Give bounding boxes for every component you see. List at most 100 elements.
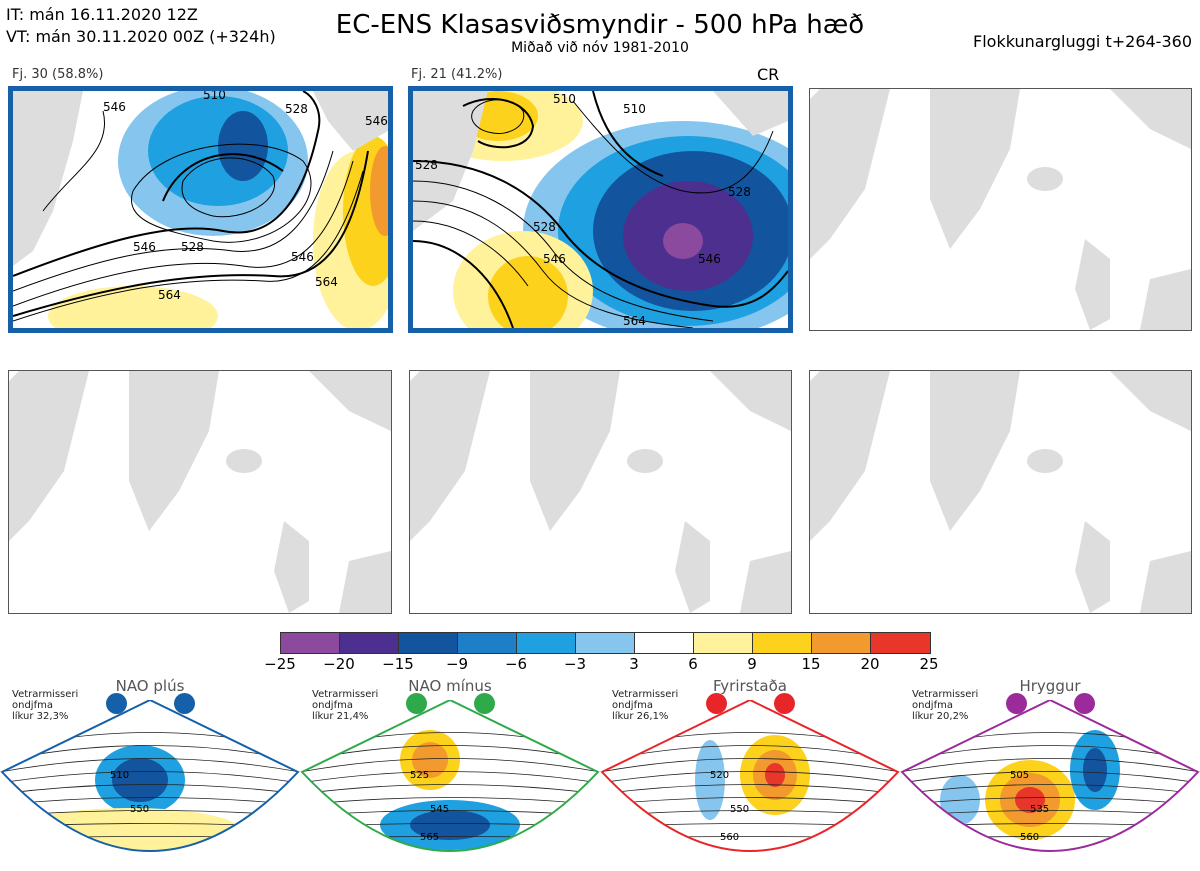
- regime-contour: [602, 784, 898, 795]
- regime-map-outline: [0, 700, 300, 852]
- regime-stat-line: ondjfma: [612, 700, 653, 711]
- contour-label: 510: [203, 91, 226, 102]
- regime-anomaly-area: [412, 742, 448, 778]
- regime-contour: [2, 784, 298, 795]
- legend-swatch: [517, 633, 576, 653]
- regime-title: Fyrirstaða: [713, 677, 787, 695]
- legend-swatch: [635, 633, 694, 653]
- regime-contour: [302, 784, 598, 795]
- legend-tick-label: 15: [801, 655, 821, 673]
- regime-contour-label: 565: [420, 832, 439, 843]
- regime-map: 510 550: [0, 700, 300, 852]
- legend-swatch: [576, 633, 635, 653]
- land-scandinavia: [309, 371, 391, 431]
- map-panel-6[interactable]: [809, 370, 1192, 614]
- map-panel-6-plot: [810, 371, 1191, 613]
- contour-label: 546: [365, 114, 388, 128]
- regime-contour: [902, 797, 1198, 806]
- map-panel-5-plot: [410, 371, 791, 613]
- land-europe: [1140, 551, 1191, 613]
- legend-tick-label: 25: [919, 655, 939, 673]
- regime-map: 525 545 565: [300, 700, 600, 852]
- legend-tick-label: 20: [860, 655, 880, 673]
- regime-marker-dot: [774, 693, 795, 714]
- map-panel-5[interactable]: [409, 370, 792, 614]
- regime-title: NAO mínus: [408, 677, 492, 695]
- regime-stat-line: ondjfma: [912, 700, 953, 711]
- regime-contour: [902, 771, 1198, 784]
- regime-contour-label: 520: [710, 770, 729, 781]
- contour-label: 510: [553, 92, 576, 106]
- contour-label: 528: [415, 158, 438, 172]
- contour-label: 564: [623, 314, 646, 328]
- contour-label: 510: [623, 102, 646, 116]
- legend-tick-label: −15: [382, 655, 414, 673]
- regime-map-outline: [600, 700, 900, 852]
- land-scandinavia: [1110, 371, 1191, 431]
- regime-stat-line: ondjfma: [12, 700, 53, 711]
- regime-stats: Vetrarmisseri ondjfma líkur 20,2%: [912, 689, 978, 722]
- regime-marker-dot: [174, 693, 195, 714]
- regime-contour-label: 510: [110, 770, 129, 781]
- regime-anomaly-area: [410, 810, 490, 840]
- regime-stats: Vetrarmisseri ondjfma líkur 21,4%: [312, 689, 378, 722]
- regime-contour: [602, 758, 898, 773]
- contour-label: 564: [158, 288, 181, 302]
- contour-label: 528: [181, 240, 204, 254]
- legend-swatch: [458, 633, 517, 653]
- regime-stats: Vetrarmisseri ondjfma líkur 26,1%: [612, 689, 678, 722]
- land-scandinavia: [710, 371, 791, 431]
- regime-contour: [2, 758, 298, 773]
- contour-label: 564: [315, 275, 338, 289]
- contour-label: 546: [543, 252, 566, 266]
- land-britain: [274, 521, 309, 613]
- map-panel-3[interactable]: [809, 88, 1192, 331]
- legend-swatch: [753, 633, 812, 653]
- contour-label: 528: [285, 102, 308, 116]
- land-greenland: [930, 89, 1020, 249]
- regime-anomaly-area: [112, 758, 168, 802]
- contour-label: 528: [728, 185, 751, 199]
- panel-2-label: Fj. 21 (41.2%): [411, 67, 503, 82]
- anomaly-color-legend: [280, 632, 931, 654]
- legend-tick-label: 6: [688, 655, 698, 673]
- regime-anomaly-area: [765, 763, 785, 787]
- classification-window: Flokkunargluggi t+264-360: [973, 32, 1192, 51]
- regime-stat-line: Vetrarmisseri: [312, 689, 379, 700]
- regime-contour-label: 545: [430, 804, 449, 815]
- regime-stat-line: Vetrarmisseri: [912, 689, 979, 700]
- legend-swatch: [812, 633, 871, 653]
- page-title: EC-ENS Klasasviðsmyndir - 500 hPa hæð: [335, 10, 865, 40]
- land-iceland: [627, 449, 663, 473]
- map-panel-1-plot: 510 528 546 546 528 546 564 546 564: [13, 91, 388, 328]
- regime-stats: Vetrarmisseri ondjfma líkur 32,3%: [12, 689, 78, 722]
- land-iceland: [1027, 167, 1063, 191]
- regime-map-outline: [300, 700, 600, 852]
- land-greenland: [810, 371, 890, 541]
- legend-tick-label: −3: [563, 655, 587, 673]
- regime-marker-dot: [1006, 693, 1027, 714]
- land-greenland: [413, 91, 488, 231]
- anomaly-positive: [370, 146, 388, 236]
- map-panel-2-plot: 528 510 510 528 528 546 546 564: [413, 91, 788, 328]
- regime-contour: [602, 771, 898, 784]
- regime-marker-dot: [106, 693, 127, 714]
- regime-contour-label: 560: [720, 832, 739, 843]
- issue-time-block: IT: mán 16.11.2020 12Z VT: mán 30.11.202…: [6, 4, 276, 48]
- regime-stat-line: ondjfma: [312, 700, 353, 711]
- regime-title: NAO plús: [115, 677, 185, 695]
- regime-contour-label: 550: [730, 804, 749, 815]
- contour-label: 546: [103, 100, 126, 114]
- legend-tick-label: −20: [323, 655, 355, 673]
- cr-badge: CR: [757, 65, 780, 84]
- legend-swatch: [281, 633, 340, 653]
- regime-stat-line: Vetrarmisseri: [12, 689, 79, 700]
- map-panel-4[interactable]: [8, 370, 392, 614]
- map-panel-1[interactable]: 510 528 546 546 528 546 564 546 564: [8, 86, 393, 333]
- land-scandinavia: [313, 91, 388, 151]
- contour-label: 528: [533, 220, 556, 234]
- map-panel-2[interactable]: 528 510 510 528 528 546 546 564: [408, 86, 793, 333]
- land-greenland: [410, 371, 490, 541]
- land-iceland: [226, 449, 262, 473]
- regime-marker-dot: [1074, 693, 1095, 714]
